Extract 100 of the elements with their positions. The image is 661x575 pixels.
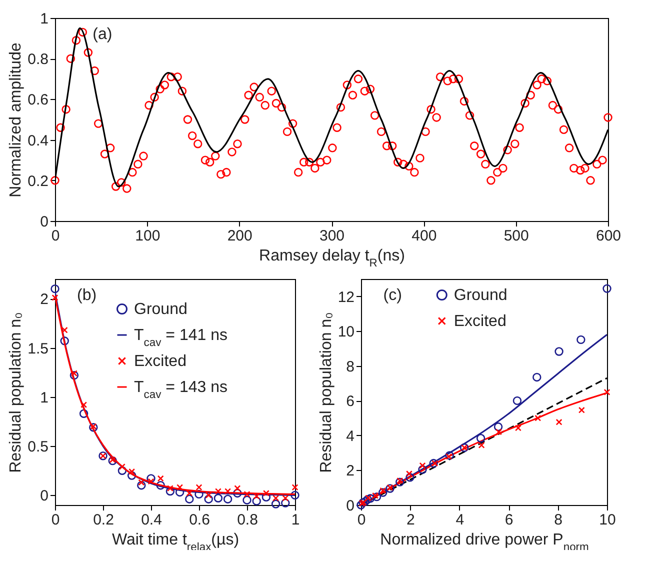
point (282, 494, 289, 502)
y-tick-label: 0.5 (28, 438, 48, 456)
point (534, 414, 542, 422)
y-tick-label: 0 (40, 214, 48, 230)
y-tick-label: 0.4 (28, 132, 48, 150)
point (118, 466, 127, 475)
y-tick-label: 0.8 (28, 51, 48, 68)
x-tick-label: 0 (51, 228, 60, 244)
point (176, 484, 184, 491)
point (186, 490, 193, 496)
point (185, 494, 194, 504)
point (79, 409, 88, 418)
point (366, 494, 375, 503)
point (576, 335, 586, 344)
point (406, 470, 412, 477)
y-axis-title: Residual population n₀ (8, 312, 25, 473)
annotation: (a) (92, 26, 112, 43)
x-tick-label: 300 (319, 228, 345, 244)
point (432, 460, 438, 467)
y-tick-label: 0.6 (28, 92, 48, 109)
legend-label: Ground (134, 301, 188, 318)
x-tick-label: 600 (596, 228, 622, 244)
point (80, 402, 88, 408)
y-tick-label: 4 (346, 428, 354, 445)
point (554, 347, 564, 356)
point (146, 474, 156, 483)
point (244, 490, 250, 498)
y-tick-label: 1.5 (28, 340, 48, 358)
x-tick-label: 100 (135, 228, 160, 244)
point (380, 487, 386, 494)
point (138, 479, 145, 486)
point (292, 484, 298, 491)
x-tick-label: 10 (599, 512, 616, 528)
point (118, 463, 126, 470)
point (214, 494, 223, 502)
point (578, 406, 585, 414)
y-axis-title: Normalized amplitude (8, 42, 25, 198)
point (166, 485, 174, 492)
point (406, 473, 414, 482)
legend-label: Excited (134, 353, 186, 370)
x-tick-label: 1 (291, 512, 300, 528)
y-tick-label: 10 (338, 324, 354, 341)
legend-label: T$_{cav}$ = 141 ns (134, 327, 228, 349)
point (494, 422, 503, 432)
point (290, 490, 300, 500)
x-tick-label: 2 (406, 512, 415, 528)
point (233, 488, 242, 498)
x-tick-label: 6 (504, 512, 514, 528)
point (127, 471, 136, 480)
point (271, 500, 280, 508)
point (70, 370, 79, 380)
point (157, 475, 164, 482)
point (61, 326, 68, 334)
point (281, 498, 290, 508)
y-tick-label: 0 (40, 488, 48, 505)
point (419, 462, 426, 469)
point (223, 494, 232, 504)
point (234, 485, 241, 492)
point (50, 284, 60, 294)
point (365, 494, 372, 502)
y-tick-label: 2 (40, 291, 48, 308)
x-tick-label: 0.6 (189, 512, 210, 528)
point (252, 496, 261, 506)
point (372, 492, 382, 502)
point (262, 490, 270, 496)
point (418, 465, 427, 474)
point (224, 488, 232, 494)
legend-label: T$_{cav}$ = 143 ns (134, 379, 228, 401)
x-tick-label: 500 (504, 228, 529, 244)
point (60, 336, 69, 346)
point (137, 480, 146, 490)
point (602, 284, 612, 293)
y-tick-label: 1 (40, 389, 48, 406)
point (396, 477, 404, 484)
point (532, 372, 542, 382)
x-tick-label: 400 (412, 228, 437, 244)
x-tick-label: 0 (51, 512, 60, 528)
annotation: (b) (77, 287, 97, 304)
x-tick-label: 4 (456, 512, 464, 528)
x-tick-label: 200 (227, 228, 252, 244)
y-tick-label: 8 (346, 358, 354, 376)
point (204, 494, 213, 504)
y-tick-label: 0.2 (28, 172, 48, 190)
x-tick-label: 8 (554, 512, 562, 528)
point (512, 396, 522, 406)
x-axis-title: Ramsey delay t$_{R}$(ns) (259, 248, 405, 270)
point (242, 496, 252, 504)
point (196, 484, 202, 491)
legend-label: Excited (454, 313, 506, 330)
point (214, 488, 222, 494)
point (396, 478, 404, 486)
point (156, 480, 165, 490)
point (128, 468, 136, 475)
point (194, 490, 204, 499)
legend-label: Ground (454, 287, 508, 304)
point (70, 370, 78, 377)
point (476, 434, 486, 443)
point (205, 492, 212, 498)
x-tick-label: 0.2 (93, 512, 114, 528)
x-tick-label: 0.4 (141, 512, 162, 528)
